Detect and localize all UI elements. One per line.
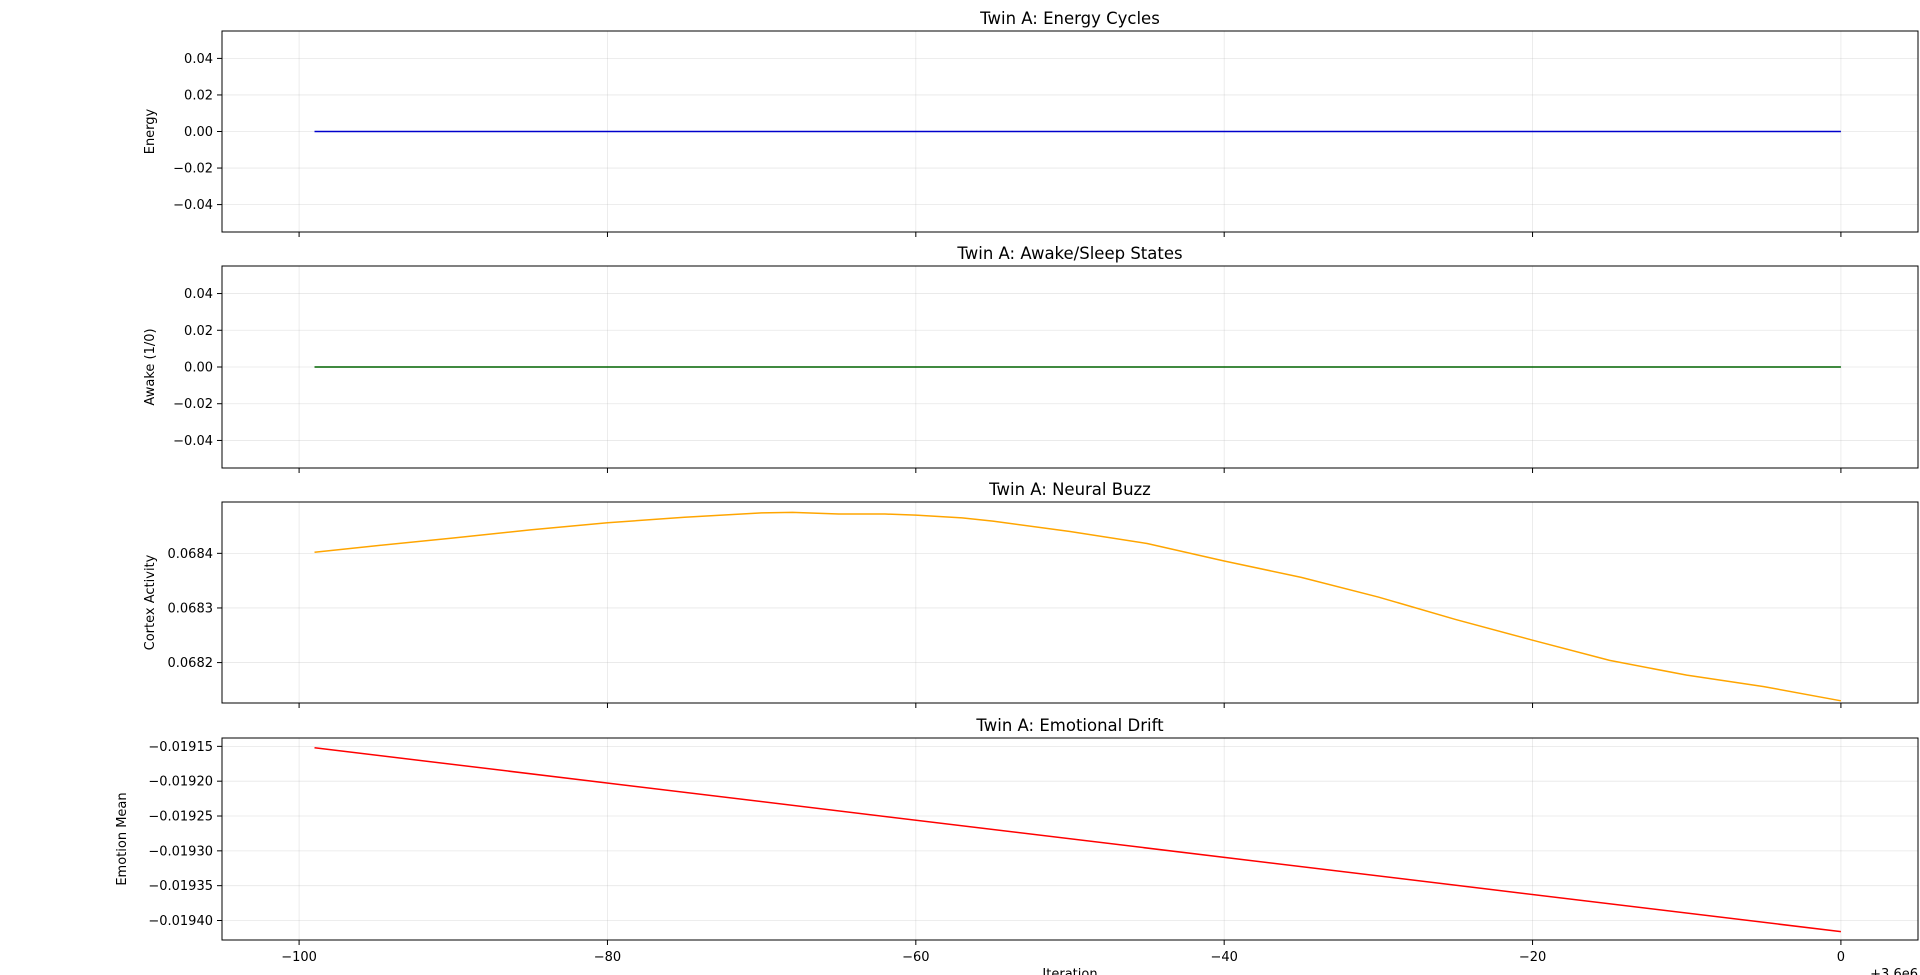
y-tick-label: 0.0684 [168, 547, 214, 562]
y-tick-label: 0.00 [184, 125, 213, 140]
subplot-3: 0.0682 0.0683 0.0684 Twin A: Neural Buzz Cor… [143, 480, 1919, 708]
x-tick-label: −60 [902, 950, 929, 965]
y-tick-label: 0.0683 [168, 601, 214, 616]
subplot-2: −0.04 −0.02 0.00 0.02 0.04 Twin A: Awake/Slee… [143, 244, 1919, 473]
y-tick-label: −0.01930 [148, 844, 213, 859]
x-tick-label: −100 [281, 950, 317, 965]
y-tick-label: −0.01940 [148, 914, 213, 929]
y-tick-label: 0.04 [184, 52, 213, 67]
subplot-title: Twin A: Emotional Drift [975, 716, 1164, 735]
subplot-1: −0.04 −0.02 0.00 0.02 0.04 Twin A: Energy Cyc… [143, 9, 1919, 237]
series-line [314, 511, 1842, 702]
y-tick-label: 0.02 [184, 88, 213, 103]
y-tick-label: −0.01920 [148, 775, 213, 790]
x-tick-label: −40 [1210, 950, 1237, 965]
x-offset-label: +3.6e6 [1870, 967, 1918, 975]
y-tick-label: 0.0682 [168, 656, 214, 671]
y-tick-label: −0.02 [173, 397, 213, 412]
y-tick-label: 0.04 [184, 287, 213, 302]
y-axis-label: Cortex Activity [143, 554, 158, 650]
y-tick-label: 0.00 [184, 361, 213, 376]
y-tick-label: −0.04 [173, 198, 213, 213]
subplot-title: Twin A: Awake/Sleep States [956, 244, 1182, 263]
x-axis-label: Iteration [1042, 967, 1097, 975]
axes-frame [221, 501, 1919, 704]
y-tick-label: −0.02 [173, 162, 213, 177]
y-axis-label: Energy [143, 108, 158, 154]
series-line [314, 747, 1841, 933]
y-tick-label: −0.04 [173, 434, 213, 449]
x-tick-label: −80 [594, 950, 621, 965]
subplot-4: −0.01940 −0.01935 −0.01930 −0.01925 −0.01920… [115, 716, 1919, 975]
y-tick-label: −0.01925 [148, 810, 213, 825]
y-tick-label: −0.01935 [148, 879, 213, 894]
subplot-title: Twin A: Energy Cycles [979, 9, 1160, 28]
y-tick-label: 0.02 [184, 324, 213, 339]
y-axis-label: Emotion Mean [115, 792, 130, 885]
y-axis-label: Awake (1/0) [143, 328, 158, 405]
axes-frame [221, 737, 1919, 941]
subplot-title: Twin A: Neural Buzz [988, 480, 1151, 499]
x-tick-label: −20 [1519, 950, 1546, 965]
x-tick-label: 0 [1837, 950, 1845, 965]
y-tick-label: −0.01915 [148, 740, 213, 755]
